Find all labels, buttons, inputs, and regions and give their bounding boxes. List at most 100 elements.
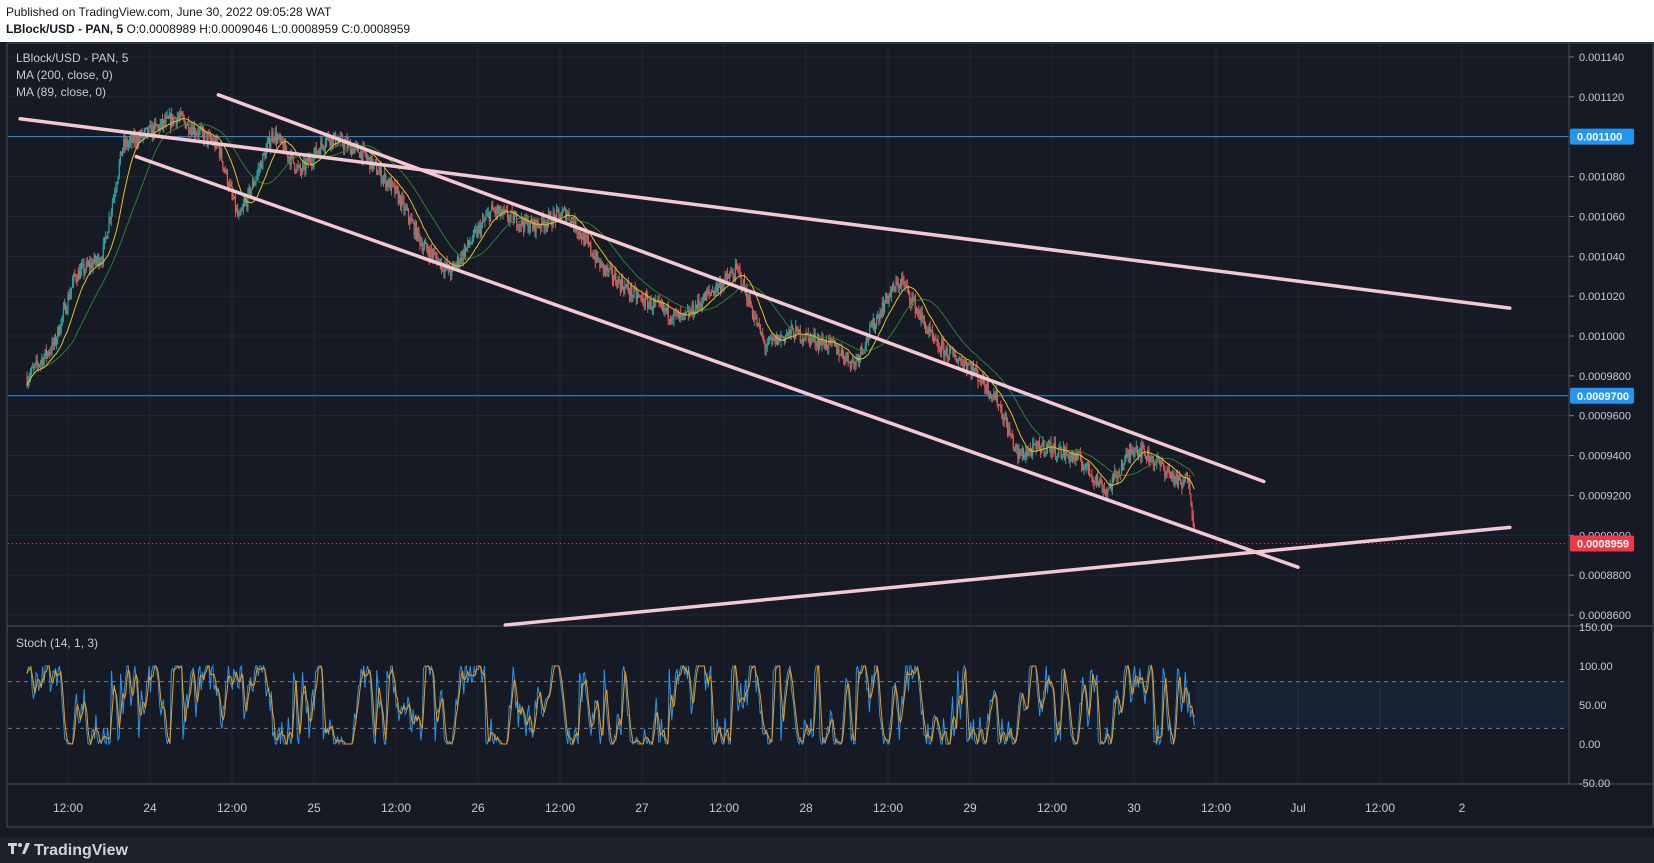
- candle-body: [1120, 464, 1123, 476]
- candle-body: [1084, 467, 1086, 469]
- candle-body: [29, 372, 32, 378]
- candle-body: [1136, 447, 1139, 456]
- moving-averages: [26, 117, 1195, 490]
- chart-svg[interactable]: 0.001140 0.001120 0.001100 0.001080 0.001060…: [0, 42, 1654, 837]
- candle-body: [185, 125, 188, 129]
- candle-body: [845, 356, 847, 362]
- candle-body: [467, 240, 469, 248]
- candle-body: [360, 150, 362, 158]
- candle-body: [198, 129, 200, 136]
- candle-body: [126, 140, 128, 147]
- candle-body: [1193, 526, 1195, 528]
- candle-body: [107, 231, 109, 239]
- stochastic-pane: [8, 664, 1568, 746]
- candle-body: [1129, 449, 1132, 457]
- candle-body: [438, 258, 440, 260]
- candle-body: [502, 208, 504, 214]
- candle-body: [1083, 468, 1085, 471]
- candle-body: [1134, 449, 1136, 451]
- candle-body: [1027, 451, 1029, 456]
- candle-body: [253, 181, 255, 186]
- candle-body: [1122, 464, 1124, 471]
- candle-body: [251, 181, 254, 190]
- candle-body: [218, 145, 221, 157]
- candle-body: [405, 207, 407, 210]
- candle-body: [690, 310, 692, 313]
- candle-body: [396, 185, 398, 190]
- candle-body: [934, 337, 936, 342]
- candle-body: [82, 263, 84, 266]
- candle-body: [664, 308, 666, 311]
- candle-body: [321, 141, 323, 146]
- candle-body: [697, 298, 699, 309]
- candle-body: [706, 292, 708, 295]
- candle-body: [480, 224, 483, 235]
- candle-body: [881, 302, 883, 317]
- candle-body: [821, 337, 823, 345]
- candle-body: [704, 293, 706, 301]
- candle-body: [387, 181, 389, 188]
- price-axis[interactable]: 0.001140 0.001120 0.001100 0.001080 0.001060…: [1569, 52, 1634, 622]
- candle-body: [1010, 434, 1012, 436]
- candle-body: [905, 284, 907, 286]
- candle-body: [1086, 461, 1088, 465]
- candle-body: [174, 117, 176, 119]
- candle-body: [856, 357, 858, 359]
- tradingview-wordmark: TradingView: [34, 842, 128, 859]
- candle-body: [1077, 452, 1079, 460]
- candle-body: [778, 335, 780, 345]
- candle-body: [138, 135, 140, 145]
- candle-body: [302, 164, 304, 173]
- candle-body: [1192, 515, 1194, 527]
- candle-body: [837, 349, 839, 354]
- candle-body: [1151, 455, 1153, 459]
- candle-body: [90, 262, 92, 269]
- time-axis[interactable]: 12:00 24 12:00 25 12:00 26 12:00 27 12:00 28 12:00…: [53, 801, 1466, 815]
- candle-body: [263, 153, 265, 155]
- candle-body: [116, 182, 118, 189]
- candle-body: [959, 359, 961, 361]
- time-tick-label: 12:00: [1037, 801, 1067, 815]
- candle-body: [259, 162, 262, 169]
- candle-body: [603, 266, 606, 272]
- candle-body: [590, 243, 592, 254]
- candle-body: [956, 361, 959, 363]
- candle-body: [865, 335, 867, 347]
- candle-body: [167, 116, 169, 119]
- chart-frame[interactable]: 0.001140 0.001120 0.001100 0.001080 0.001060…: [0, 42, 1654, 837]
- candle-body: [735, 264, 738, 267]
- candle-body: [152, 125, 155, 136]
- candle-body: [237, 208, 239, 216]
- candle-body: [196, 133, 198, 135]
- candle-body: [222, 161, 224, 169]
- candle-body: [684, 312, 686, 314]
- candle-body: [970, 365, 972, 374]
- candle-body: [623, 287, 625, 293]
- candle-body: [1100, 479, 1102, 483]
- candle-body: [1069, 457, 1071, 462]
- trendlines[interactable]: [18, 93, 1512, 627]
- stoch-axis[interactable]: 150.00 100.00 50.00 0.00 -50.00: [1579, 622, 1613, 790]
- candle-body: [147, 127, 149, 135]
- candle-body: [112, 196, 115, 203]
- candle-body: [1163, 463, 1165, 470]
- candle-body: [898, 285, 900, 289]
- candle-body: [349, 142, 352, 155]
- candle-body: [661, 303, 664, 307]
- candle-body: [652, 300, 654, 309]
- candle-body: [330, 135, 332, 146]
- candle-body: [823, 343, 825, 349]
- candle-body: [495, 207, 497, 214]
- candle-body: [207, 134, 209, 143]
- candle-body: [768, 337, 771, 339]
- candle-body: [94, 255, 96, 263]
- candle-body: [1098, 482, 1100, 486]
- candle-body: [386, 181, 388, 188]
- candle-body: [1189, 479, 1191, 495]
- candle-body: [150, 125, 152, 137]
- candle-body: [1025, 451, 1027, 458]
- candle-body: [313, 153, 315, 164]
- candle-body: [721, 284, 723, 291]
- candle-body: [1168, 469, 1170, 473]
- candle-body: [850, 361, 853, 369]
